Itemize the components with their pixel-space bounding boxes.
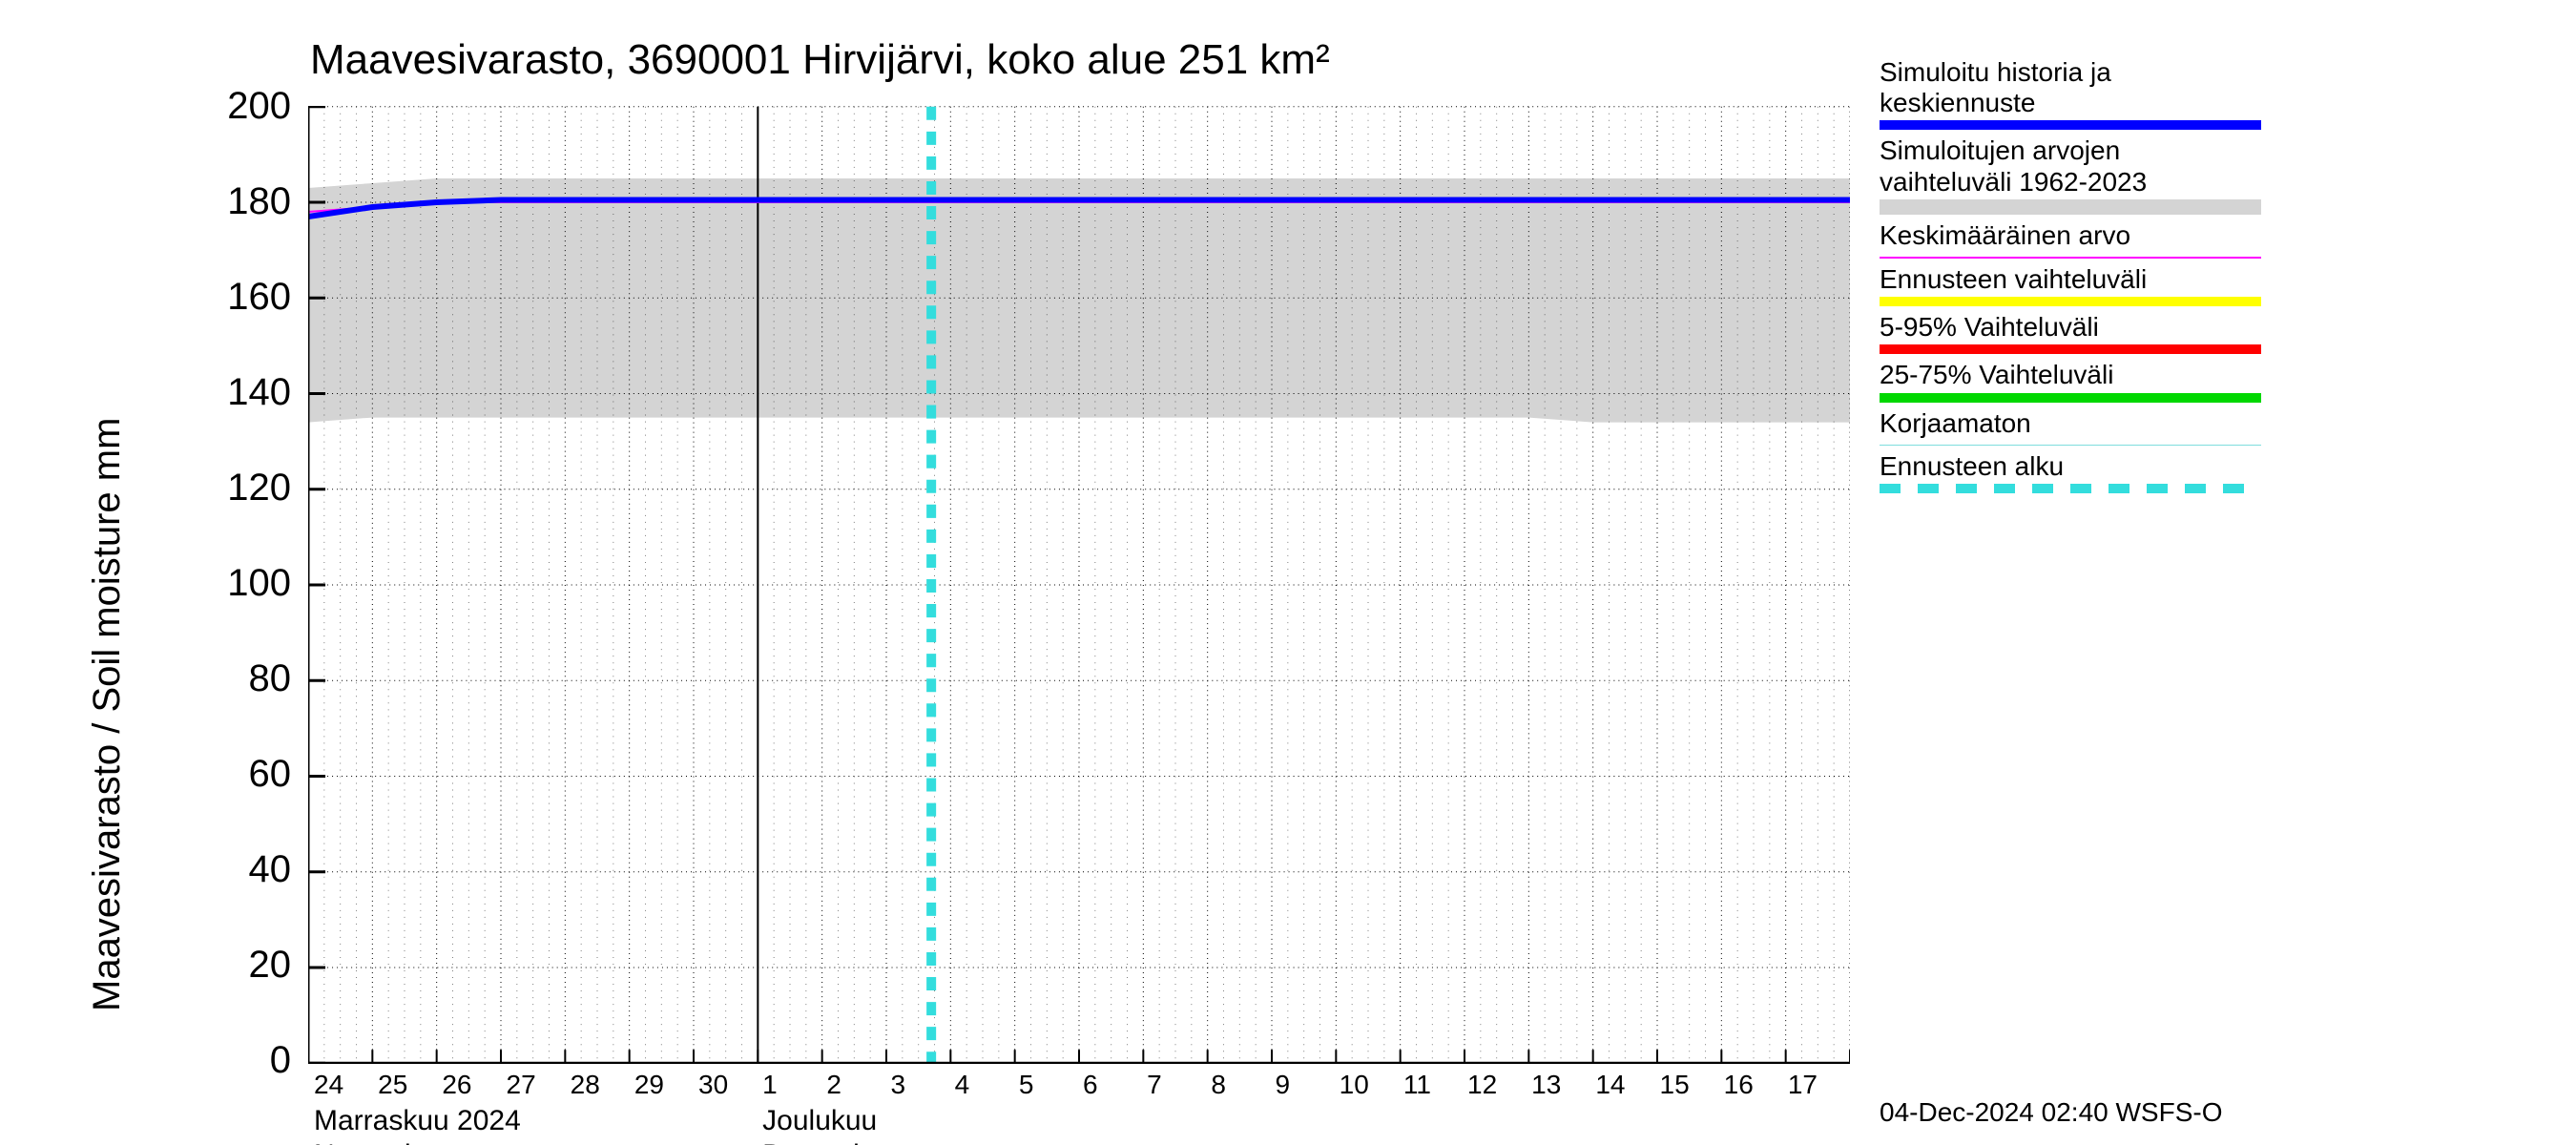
- month2-en: December: [762, 1139, 894, 1145]
- x-tick-label: 25: [378, 1070, 407, 1100]
- x-tick-label: 9: [1276, 1070, 1291, 1100]
- y-tick-label: 200: [186, 85, 291, 128]
- chart-container: Maavesivarasto, 3690001 Hirvijärvi, koko…: [0, 0, 2576, 1145]
- x-tick-label: 2: [826, 1070, 841, 1100]
- legend-label: 5-95% Vaihteluväli: [1880, 312, 2261, 343]
- y-tick-label: 100: [186, 562, 291, 605]
- month2-fi: Joulukuu: [762, 1105, 877, 1136]
- x-tick-label: 4: [955, 1070, 970, 1100]
- y-tick-label: 40: [186, 848, 291, 891]
- x-tick-label: 14: [1595, 1070, 1625, 1100]
- y-tick-label: 80: [186, 657, 291, 700]
- legend-item: Simuloitujen arvojenvaihteluväli 1962-20…: [1880, 135, 2261, 214]
- x-tick-label: 29: [634, 1070, 664, 1100]
- legend-swatch: [1880, 257, 2261, 259]
- legend-item: Keskimääräinen arvo: [1880, 220, 2261, 259]
- y-tick-label: 160: [186, 276, 291, 319]
- y-tick-label: 60: [186, 753, 291, 796]
- legend-item: Korjaamaton: [1880, 408, 2261, 446]
- legend-swatch: [1880, 344, 2261, 354]
- x-tick-label: 17: [1788, 1070, 1818, 1100]
- legend-swatch: [1880, 484, 2261, 493]
- x-tick-label: 12: [1467, 1070, 1497, 1100]
- x-tick-label: 1: [762, 1070, 778, 1100]
- footer-timestamp: 04-Dec-2024 02:40 WSFS-O: [1880, 1097, 2223, 1128]
- legend-swatch: [1880, 199, 2261, 215]
- x-tick-label: 27: [507, 1070, 536, 1100]
- legend-item: Ennusteen vaihteluväli: [1880, 264, 2261, 306]
- plot-area: [308, 106, 1850, 1064]
- legend-swatch: [1880, 445, 2261, 446]
- x-tick-label: 6: [1083, 1070, 1098, 1100]
- x-tick-label: 7: [1147, 1070, 1162, 1100]
- x-tick-label: 11: [1403, 1070, 1431, 1100]
- x-tick-label: 5: [1019, 1070, 1034, 1100]
- legend-swatch: [1880, 393, 2261, 403]
- legend-label: Ennusteen alku: [1880, 451, 2261, 482]
- y-tick-label: 120: [186, 467, 291, 510]
- legend: Simuloitu historia jakeskiennuste Simuloi…: [1880, 57, 2261, 499]
- month1-en: November: [314, 1139, 446, 1145]
- x-tick-label: 8: [1211, 1070, 1226, 1100]
- legend-label: Ennusteen vaihteluväli: [1880, 264, 2261, 295]
- legend-label: 25-75% Vaihteluväli: [1880, 360, 2261, 390]
- legend-label: Simuloitu historia jakeskiennuste: [1880, 57, 2261, 118]
- x-tick-label: 10: [1340, 1070, 1369, 1100]
- legend-swatch: [1880, 120, 2261, 130]
- chart-title: Maavesivarasto, 3690001 Hirvijärvi, koko…: [310, 36, 1330, 84]
- x-tick-label: 16: [1724, 1070, 1754, 1100]
- x-tick-label: 28: [571, 1070, 600, 1100]
- y-tick-label: 0: [186, 1039, 291, 1082]
- legend-item: 25-75% Vaihteluväli: [1880, 360, 2261, 402]
- x-tick-label: 26: [442, 1070, 471, 1100]
- legend-item: 5-95% Vaihteluväli: [1880, 312, 2261, 354]
- y-tick-label: 140: [186, 371, 291, 414]
- y-tick-label: 180: [186, 180, 291, 223]
- x-tick-label: 13: [1531, 1070, 1561, 1100]
- legend-item: Simuloitu historia jakeskiennuste: [1880, 57, 2261, 130]
- y-axis-label: Maavesivarasto / Soil moisture mm: [86, 418, 129, 1011]
- month1-fi: Marraskuu 2024: [314, 1105, 521, 1136]
- month-label-1: Marraskuu 2024 November: [314, 1104, 521, 1145]
- x-tick-label: 3: [891, 1070, 906, 1100]
- x-tick-label: 15: [1660, 1070, 1690, 1100]
- legend-item: Ennusteen alku: [1880, 451, 2261, 493]
- legend-label: Keskimääräinen arvo: [1880, 220, 2261, 251]
- legend-label: Simuloitujen arvojenvaihteluväli 1962-20…: [1880, 135, 2261, 197]
- month-label-2: Joulukuu December: [762, 1104, 894, 1145]
- legend-label: Korjaamaton: [1880, 408, 2261, 439]
- x-tick-label: 30: [698, 1070, 728, 1100]
- legend-swatch: [1880, 297, 2261, 306]
- x-tick-label: 24: [314, 1070, 343, 1100]
- y-tick-label: 20: [186, 944, 291, 987]
